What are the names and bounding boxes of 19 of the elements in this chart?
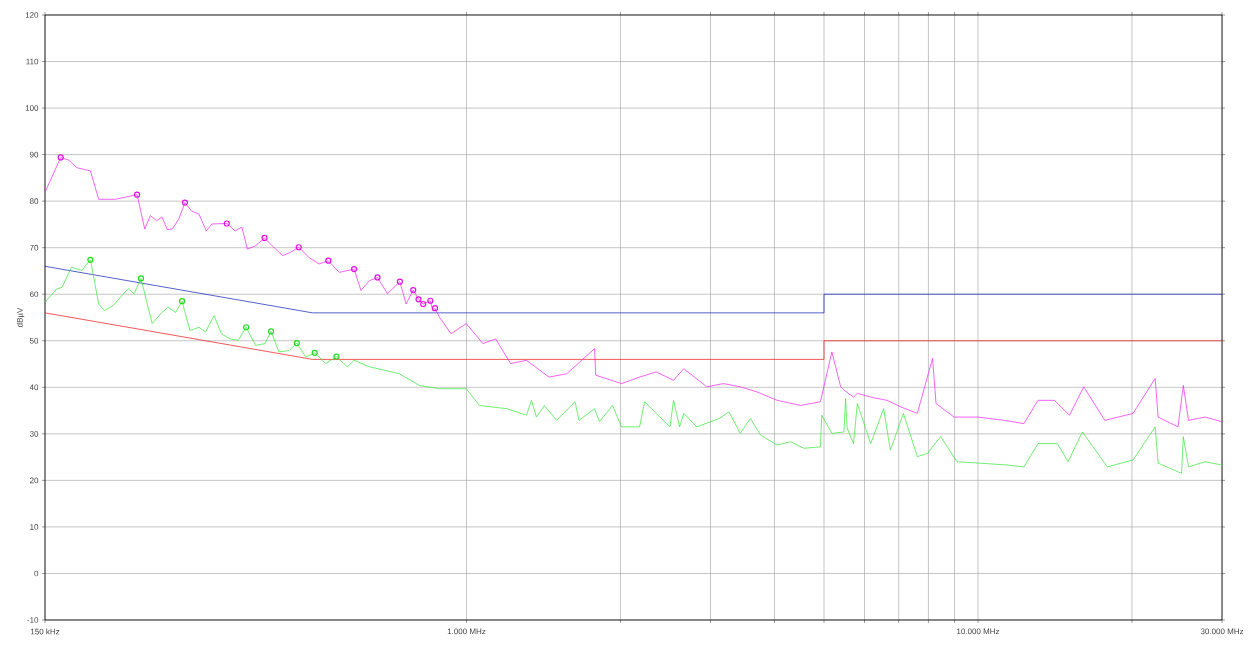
y-tick-label: 90 [29, 151, 39, 158]
x-tick-label: 150 kHz [30, 628, 60, 635]
y-tick-label: 60 [30, 291, 39, 298]
y-tick-label: 50 [29, 337, 39, 344]
y-tick-label: 20 [30, 477, 39, 484]
y-tick-label: 110 [26, 58, 39, 65]
y-axis-title: dBµV [16, 307, 25, 328]
y-tick-label: 0 [34, 570, 39, 577]
y-tick-label: 120 [25, 12, 39, 18]
x-tick-label: 30.000 MHz [1200, 628, 1244, 635]
x-tick-label: 10.000 MHz [957, 628, 1000, 635]
y-tick-label: 100 [25, 105, 39, 111]
y-tick-label: 80 [29, 198, 39, 204]
y-tick-label: 10 [30, 524, 39, 530]
y-tick-label: 70 [30, 244, 39, 251]
y-tick-label: 40 [29, 384, 39, 391]
y-tick-label: -10 [27, 617, 39, 623]
y-tick-label: 30 [29, 431, 39, 437]
x-tick-label: 1.000 MHz [447, 628, 486, 635]
